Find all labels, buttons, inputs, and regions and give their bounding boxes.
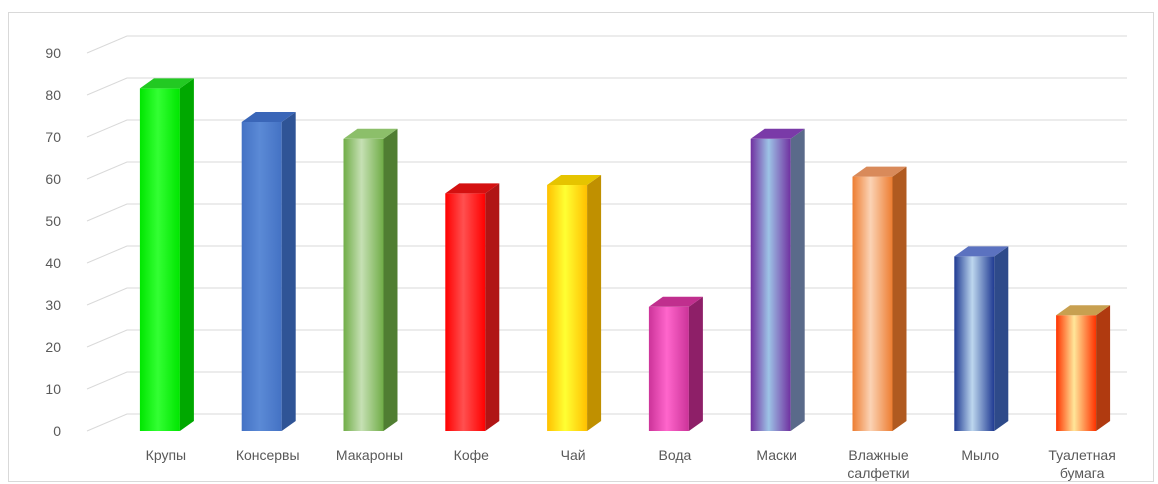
bar-top-face xyxy=(139,78,194,89)
bar-side-face xyxy=(892,166,907,431)
bar-front-face xyxy=(1056,315,1097,431)
bar-top-face xyxy=(648,296,703,307)
bar-top-face xyxy=(750,128,805,139)
x-category-label: Кофе xyxy=(454,447,489,463)
bar-2 xyxy=(241,112,296,431)
y-tick-label: 10 xyxy=(45,381,61,397)
x-category-label: Мыло xyxy=(961,447,999,463)
gridline xyxy=(86,119,1127,138)
bar-6 xyxy=(648,296,703,431)
bar-side-face xyxy=(383,128,398,432)
bar-side-face xyxy=(281,112,296,431)
bar-front-face xyxy=(445,193,486,431)
y-tick-label: 50 xyxy=(45,213,61,229)
x-category-label: Вода xyxy=(659,447,692,463)
bar-side-face xyxy=(688,296,703,431)
bar-7 xyxy=(750,128,805,432)
bar-10 xyxy=(1056,305,1111,431)
bar-side-face xyxy=(179,78,194,432)
bar-front-face xyxy=(648,306,689,431)
bar-top-face xyxy=(445,183,500,194)
x-axis-labels: Крупы Консервы Макароны Кофе Чай Вода Маски Вла… xyxy=(146,447,1116,481)
chart-frame: 0 10 20 30 40 50 60 70 80 90 Крупы Консервы Макарон… xyxy=(8,12,1154,482)
bar-side-face xyxy=(485,183,500,431)
bar-front-face xyxy=(241,122,282,431)
y-tick-label: 90 xyxy=(45,45,61,61)
y-tick-label: 40 xyxy=(45,255,61,271)
gridline xyxy=(86,77,1127,96)
bar-side-face xyxy=(1096,305,1111,431)
bar-side-face xyxy=(587,175,602,431)
x-category-label: Маски xyxy=(756,447,797,463)
bar-4 xyxy=(445,183,500,431)
x-category-label: Макароны xyxy=(336,447,403,463)
bar-front-face xyxy=(547,185,588,431)
x-category-label: Влажные салфетки xyxy=(847,447,909,481)
bar-top-face xyxy=(547,175,602,185)
bar-front-face xyxy=(852,176,893,431)
bar-chart: 0 10 20 30 40 50 60 70 80 90 Крупы Консервы Макарон… xyxy=(45,35,1127,481)
gridline xyxy=(86,35,1127,54)
gridlines xyxy=(86,35,1127,432)
bar-front-face xyxy=(139,88,180,432)
bar-3 xyxy=(343,128,398,432)
y-tick-label: 80 xyxy=(45,87,61,103)
bar-5 xyxy=(547,175,602,431)
y-tick-label: 20 xyxy=(45,339,61,355)
bar-9 xyxy=(954,246,1009,431)
bar-8 xyxy=(852,166,907,431)
bar-top-face xyxy=(343,128,398,139)
bar-top-face xyxy=(954,246,1009,257)
bar-side-face xyxy=(994,246,1009,431)
y-tick-label: 0 xyxy=(53,423,61,439)
x-category-label: Туалетная бумага xyxy=(1048,447,1115,481)
bar-side-face xyxy=(790,128,805,432)
y-tick-label: 70 xyxy=(45,129,61,145)
x-category-label: Крупы xyxy=(146,447,186,463)
bar-front-face xyxy=(343,138,384,432)
bar-top-face xyxy=(1056,305,1111,316)
bar-front-face xyxy=(954,256,995,431)
x-category-label: Чай xyxy=(561,447,586,463)
bar-front-face xyxy=(750,138,791,432)
bar-1 xyxy=(139,78,194,432)
y-axis-ticks: 0 10 20 30 40 50 60 70 80 90 xyxy=(45,45,61,439)
bars xyxy=(139,78,1111,432)
bar-top-face xyxy=(241,112,296,122)
y-tick-label: 60 xyxy=(45,171,61,187)
bar-top-face xyxy=(852,166,907,177)
y-tick-label: 30 xyxy=(45,297,61,313)
x-category-label: Консервы xyxy=(236,447,300,463)
